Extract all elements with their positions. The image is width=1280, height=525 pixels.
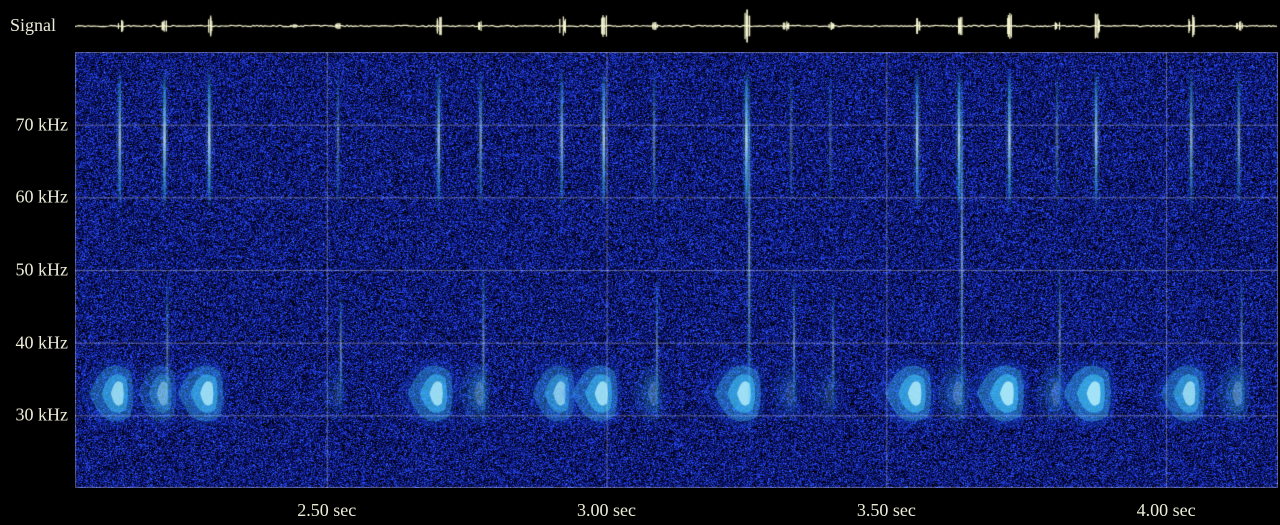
time-tick-label: 3.50 sec: [857, 500, 916, 521]
freq-tick-label: 30 kHz: [16, 405, 69, 426]
frequency-axis-labels: 30 kHz 40 kHz 50 kHz 60 kHz 70 kHz: [0, 52, 68, 488]
time-tick-label: 3.00 sec: [577, 500, 636, 521]
signal-waveform: [75, 6, 1278, 46]
freq-tick-label: 50 kHz: [16, 260, 69, 281]
freq-tick-label: 60 kHz: [16, 187, 69, 208]
freq-tick-label: 40 kHz: [16, 332, 69, 353]
spectrogram: [75, 52, 1278, 488]
freq-tick-label: 70 kHz: [16, 114, 69, 135]
time-tick-label: 2.50 sec: [297, 500, 356, 521]
time-tick-label: 4.00 sec: [1137, 500, 1196, 521]
signal-axis-label: Signal: [10, 15, 56, 36]
